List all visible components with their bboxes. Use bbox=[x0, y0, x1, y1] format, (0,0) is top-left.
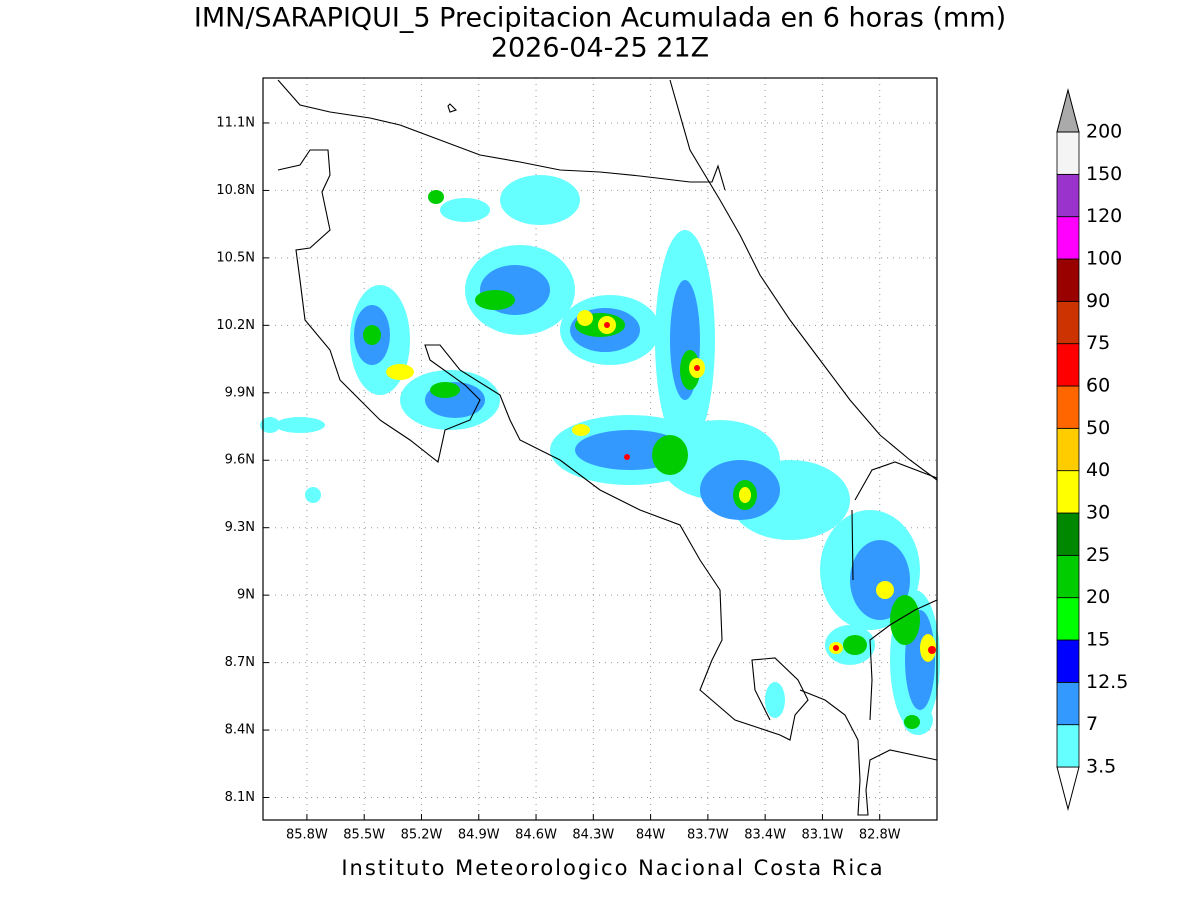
lat-tick-label: 9N bbox=[237, 588, 255, 603]
lon-tick-label: 84.6W bbox=[515, 828, 557, 843]
lat-tick-label: 9.6N bbox=[225, 453, 255, 468]
longitude-labels: 85.8W 85.5W 85.2W 84.9W 84.6W 84.3W 84W 83.7W 83… bbox=[286, 828, 901, 843]
coastlines bbox=[277, 79, 938, 816]
lat-tick-label: 10.2N bbox=[216, 318, 255, 333]
colorbar-low-triangle bbox=[1056, 766, 1080, 811]
lon-tick-label: 82.8W bbox=[859, 828, 901, 843]
colorbar-label: 75 bbox=[1086, 332, 1110, 354]
colorbar-label: 25 bbox=[1086, 544, 1110, 566]
colorbar-box bbox=[1056, 216, 1080, 260]
lon-tick-label: 83.1W bbox=[802, 828, 844, 843]
colorbar-box bbox=[1056, 512, 1080, 556]
colorbar-label: 20 bbox=[1086, 586, 1110, 608]
lon-tick-label: 85.2W bbox=[401, 828, 443, 843]
precipitation-field bbox=[260, 175, 940, 735]
lon-tick-label: 85.8W bbox=[286, 828, 328, 843]
colorbar-label: 200 bbox=[1086, 121, 1122, 143]
colorbar-label: 60 bbox=[1086, 375, 1110, 397]
colorbar-box bbox=[1056, 385, 1080, 429]
colorbar-box bbox=[1056, 724, 1080, 768]
colorbar-label: 30 bbox=[1086, 502, 1110, 524]
colorbar-box bbox=[1056, 681, 1080, 726]
lon-tick-label: 84W bbox=[636, 828, 666, 843]
colorbar-box bbox=[1056, 173, 1080, 218]
colorbar-box bbox=[1056, 300, 1080, 345]
lon-tick-label: 85.5W bbox=[343, 828, 385, 843]
colorbar-box bbox=[1056, 470, 1080, 514]
lat-tick-label: 9.3N bbox=[225, 520, 255, 535]
colorbar-box bbox=[1056, 131, 1080, 175]
colorbar-label: 50 bbox=[1086, 417, 1110, 439]
lon-tick-label: 84.9W bbox=[458, 828, 500, 843]
colorbar: 3.5 7 12.5 15 20 25 30 40 50 60 75 90 100 120 150 200 bbox=[1056, 88, 1128, 811]
colorbar-high-triangle bbox=[1056, 88, 1080, 133]
lon-tick-label: 84.3W bbox=[572, 828, 614, 843]
colorbar-label: 150 bbox=[1086, 163, 1122, 185]
colorbar-label: 100 bbox=[1086, 248, 1122, 270]
lat-tick-label: 8.4N bbox=[225, 723, 255, 738]
lat-tick-label: 11.1N bbox=[216, 115, 255, 130]
lat-tick-label: 8.7N bbox=[225, 655, 255, 670]
lon-tick-label: 83.7W bbox=[687, 828, 729, 843]
colorbar-box bbox=[1056, 343, 1080, 387]
footer: Instituto Meteorologico Nacional Costa R… bbox=[341, 856, 884, 880]
lon-tick-label: 83.4W bbox=[744, 828, 786, 843]
map-title: IMN/SARAPIQUI_5 Precipitacion Acumulada … bbox=[194, 3, 1006, 34]
colorbar-box bbox=[1056, 554, 1080, 599]
colorbar-label: 7 bbox=[1086, 713, 1098, 735]
lat-tick-label: 8.1N bbox=[225, 790, 255, 805]
lat-tick-label: 10.8N bbox=[216, 183, 255, 198]
lat-tick-label: 9.9N bbox=[225, 385, 255, 400]
colorbar-box bbox=[1056, 639, 1080, 683]
map-frame bbox=[262, 77, 938, 821]
colorbar-box bbox=[1056, 258, 1080, 302]
map-subtitle: 2026-04-25 21Z bbox=[491, 33, 709, 64]
colorbar-box bbox=[1056, 427, 1080, 472]
lat-tick-label: 10.5N bbox=[216, 250, 255, 265]
latitude-labels: 11.1N 10.8N 10.5N 10.2N 9.9N 9.6N 9.3N 9N 8.7N 8.… bbox=[216, 115, 255, 805]
colorbar-label: 15 bbox=[1086, 629, 1110, 651]
colorbar-box bbox=[1056, 597, 1080, 641]
colorbar-label: 3.5 bbox=[1086, 756, 1116, 778]
colorbar-label: 90 bbox=[1086, 290, 1110, 312]
colorbar-label: 40 bbox=[1086, 459, 1110, 481]
colorbar-label: 120 bbox=[1086, 205, 1122, 227]
colorbar-label: 12.5 bbox=[1086, 671, 1128, 693]
